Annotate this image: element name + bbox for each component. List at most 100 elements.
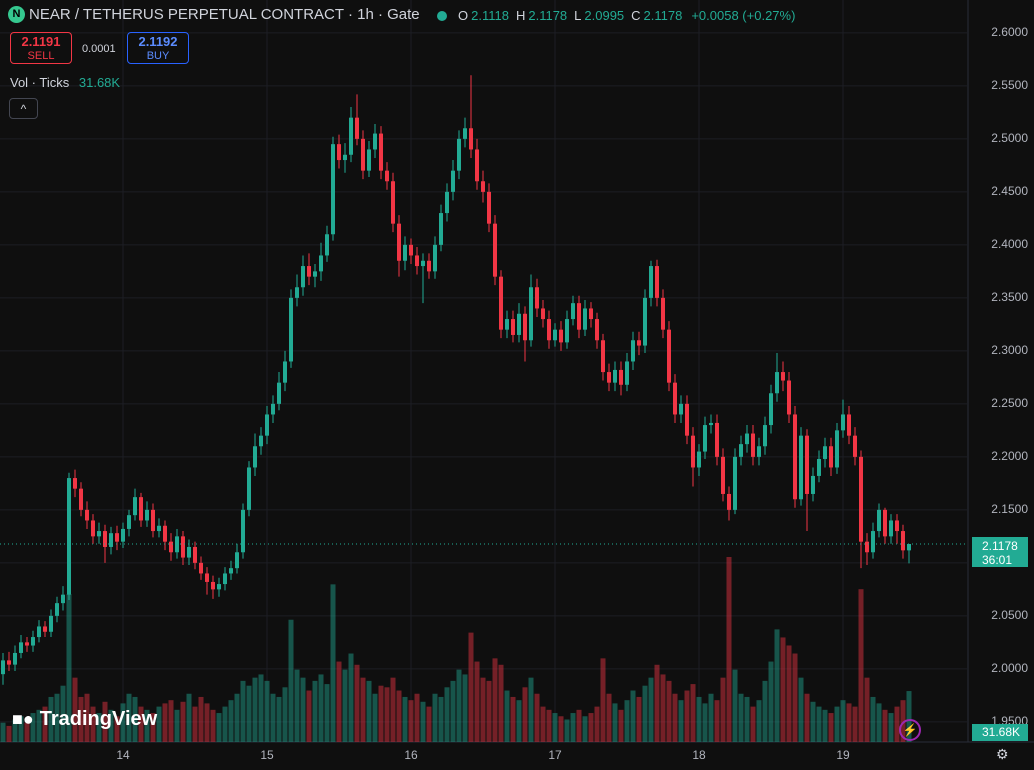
- volume-bar: [66, 594, 72, 742]
- volume-bar: [516, 700, 522, 742]
- volume-bar: [636, 696, 642, 742]
- volume-legend: Vol · Ticks 31.68K: [10, 75, 120, 90]
- volume-bar: [264, 680, 270, 742]
- volume-bar: [204, 703, 210, 742]
- buy-button[interactable]: 2.1192 BUY: [127, 32, 189, 64]
- candle-body: [535, 287, 539, 309]
- candle-body: [895, 520, 899, 532]
- volume-bar: [186, 693, 192, 742]
- volume-bar: [24, 722, 30, 742]
- candle-body: [463, 128, 467, 139]
- volume-bar: [672, 693, 678, 742]
- volume-bar: [132, 696, 138, 742]
- candle-body: [151, 509, 155, 532]
- candle-body: [247, 467, 251, 510]
- volume-bar: [888, 713, 894, 742]
- candle-body: [451, 170, 455, 192]
- candle-body: [427, 260, 431, 272]
- ohlc: O 2.1118 H 2.1178 L 2.0995 C 2.1178 +0.0058 …: [437, 8, 795, 23]
- volume-bar: [834, 706, 840, 742]
- volume-bar: [564, 719, 570, 742]
- candle-body: [775, 372, 779, 394]
- candle-body: [349, 117, 353, 155]
- settings-button[interactable]: ⚙: [996, 746, 1009, 762]
- candle-body: [175, 536, 179, 553]
- volume-bar: [60, 685, 66, 742]
- candle-body: [271, 403, 275, 415]
- volume-bar: [42, 706, 48, 742]
- volume-bar: [216, 713, 222, 742]
- candle-body: [733, 456, 737, 510]
- volume-bar: [894, 706, 900, 742]
- candle-body: [97, 531, 101, 537]
- volume-bar: [864, 677, 870, 742]
- candle-body: [787, 380, 791, 415]
- candle-body: [397, 223, 401, 261]
- volume-bar: [732, 669, 738, 742]
- volume-bar: [690, 684, 696, 742]
- volume-bar: [576, 709, 582, 742]
- candle-body: [505, 319, 509, 330]
- volume-bar: [192, 706, 198, 742]
- ohlc-value: 2.1178: [528, 8, 568, 23]
- candle-body: [859, 456, 863, 542]
- candle-body: [415, 255, 419, 267]
- volume-bar: [666, 680, 672, 742]
- volume-label: 31.68K: [972, 724, 1028, 741]
- volume-bar: [174, 709, 180, 742]
- candle-body: [343, 154, 347, 161]
- volume-bar: [306, 690, 312, 742]
- ohlc-key: H: [515, 8, 526, 23]
- volume-bar: [18, 716, 24, 742]
- volume-bar: [102, 701, 108, 742]
- candle-body: [139, 497, 143, 521]
- volume-bar: [648, 677, 654, 742]
- candle-body: [763, 425, 767, 447]
- candle-body: [829, 446, 833, 468]
- volume-bar: [414, 693, 420, 742]
- volume-bar: [360, 677, 366, 742]
- candle-body: [739, 444, 743, 457]
- candle-body: [589, 308, 593, 320]
- volume-bar: [252, 677, 258, 742]
- watermark-text: TradingView: [39, 708, 158, 730]
- candle-body: [187, 546, 191, 558]
- candle-body: [691, 435, 695, 468]
- candle-body: [517, 313, 521, 335]
- volume-bar: [426, 706, 432, 742]
- candle-body: [625, 361, 629, 385]
- volume-bar: [468, 632, 474, 742]
- volume-bar: [312, 680, 318, 742]
- candle-body: [847, 414, 851, 436]
- volume-bar: [906, 691, 912, 742]
- volume-bar: [90, 706, 96, 742]
- candle-body: [673, 382, 677, 415]
- volume-bar: [282, 687, 288, 742]
- candle-body: [67, 478, 71, 595]
- volume-bar: [492, 658, 498, 742]
- candle-body: [649, 266, 653, 298]
- candle-body: [79, 488, 83, 510]
- candle-body: [841, 414, 845, 431]
- volume-value: 31.68K: [78, 75, 121, 90]
- collapse-button[interactable]: ^: [9, 98, 38, 119]
- volume-bar: [546, 709, 552, 742]
- volume-bar: [156, 706, 162, 742]
- y-tick-label: 2.6000: [991, 25, 1028, 39]
- candle-body: [169, 541, 173, 553]
- volume-bar: [510, 696, 516, 742]
- candle-body: [781, 372, 785, 381]
- candle-body: [283, 361, 287, 383]
- volume-bar: [0, 722, 6, 742]
- chart-title: NEAR / TETHERUS PERPETUAL CONTRACT · 1h …: [29, 6, 420, 23]
- candle-body: [1, 660, 5, 675]
- ohlc-value: 2.0995: [584, 8, 625, 23]
- volume-bar: [48, 696, 54, 742]
- lightning-button[interactable]: ⚡: [899, 719, 921, 741]
- candle-body: [19, 642, 23, 653]
- volume-bar: [324, 684, 330, 742]
- y-tick-label: 2.0000: [991, 661, 1028, 675]
- sell-button[interactable]: 2.1191 SELL: [10, 32, 72, 64]
- candle-body: [55, 603, 59, 616]
